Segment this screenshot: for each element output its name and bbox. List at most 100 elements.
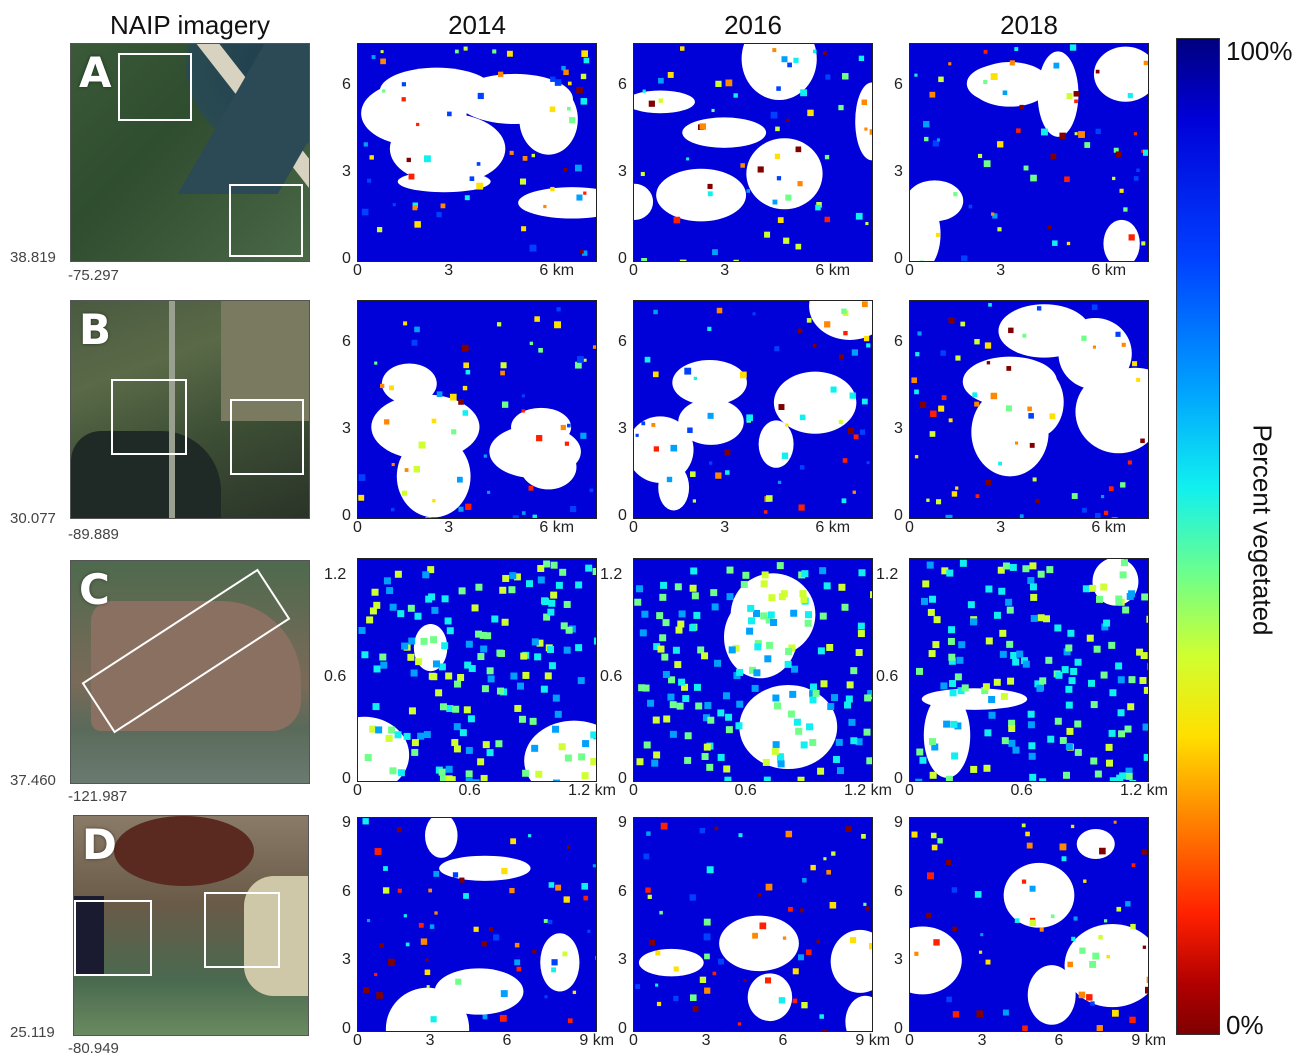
vegetation-pixel: [429, 924, 435, 929]
x-tick-label: 0: [629, 782, 638, 799]
vegetation-pixel: [663, 715, 671, 723]
vegetation-pixel: [1047, 225, 1052, 230]
vegetation-pixel: [1008, 327, 1014, 334]
vegetation-pixel: [793, 718, 801, 726]
vegetation-pixel: [486, 749, 494, 757]
vegetation-pixel: [1066, 241, 1071, 246]
vegetation-pixel: [1100, 583, 1108, 591]
vegetation-pixel: [464, 661, 472, 669]
vegetation-pixel: [785, 647, 793, 655]
vegetation-pixel: [985, 479, 991, 486]
vegetation-pixel: [634, 598, 642, 606]
vegetation-pixel: [567, 106, 571, 111]
vegetation-pixel: [825, 74, 831, 80]
vegetation-pixel: [1088, 679, 1096, 687]
vegetation-pixel: [928, 650, 936, 658]
vegetation-pixel: [938, 405, 945, 412]
vegetation-map-d-2016: [633, 817, 873, 1032]
vegetation-pixel: [1062, 771, 1070, 779]
vegetation-pixel: [1095, 128, 1101, 135]
vegetation-pixel: [556, 307, 561, 312]
vegetation-pixel: [859, 429, 866, 435]
vegetation-pixel: [764, 655, 772, 663]
vegetation-pixel: [521, 226, 527, 232]
vegetation-pixel: [458, 587, 466, 595]
vegetation-pixel: [1103, 619, 1111, 627]
vegetation-pixel: [589, 488, 594, 493]
vegetation-pixel: [866, 461, 870, 465]
vegetation-pixel: [1065, 742, 1073, 750]
vegetation-pixel: [560, 622, 568, 630]
vegetation-pixel: [403, 732, 411, 740]
vegetation-pixel: [552, 725, 560, 733]
vegetation-pixel: [417, 732, 425, 740]
vegetation-pixel: [725, 470, 730, 475]
vegetation-map-b-2016: [633, 300, 873, 519]
colorbar-min-label: 0%: [1226, 1010, 1264, 1040]
vegetation-pixel: [806, 723, 814, 731]
vegetation-pixel: [1143, 686, 1148, 694]
vegetation-pixel: [1045, 656, 1053, 664]
vegetation-pixel: [502, 574, 510, 582]
vegetation-pixel: [411, 339, 418, 346]
vegetation-pixel: [847, 428, 855, 435]
vegetation-pixel: [1071, 493, 1078, 499]
vegetation-pixel: [585, 564, 593, 572]
vegetation-pixel: [812, 49, 817, 54]
vegetation-pixel: [1005, 405, 1012, 412]
vegetation-pixel: [371, 588, 379, 596]
vegetation-pixel: [997, 227, 1002, 232]
vegetation-pixel: [363, 142, 368, 147]
vegetation-pixel: [497, 71, 504, 77]
vegetation-pixel: [407, 604, 415, 612]
vegetation-pixel: [659, 593, 667, 601]
no-data-region: [962, 356, 1058, 407]
vegetation-pixel: [776, 753, 784, 761]
vegetation-pixel: [852, 490, 856, 494]
vegetation-pixel: [1028, 413, 1034, 419]
vegetation-pixel: [1108, 486, 1114, 492]
vegetation-pixel: [383, 866, 388, 871]
vegetation-pixel: [777, 760, 785, 768]
vegetation-pixel: [1100, 671, 1108, 679]
vegetation-pixel: [451, 739, 459, 747]
x-tick-label: 0: [353, 1032, 362, 1049]
vegetation-pixel: [776, 562, 784, 570]
vegetation-pixel: [373, 665, 381, 673]
vegetation-pixel: [1021, 879, 1027, 884]
y-tick-label: 0: [894, 250, 903, 267]
vegetation-pixel: [927, 608, 935, 616]
vegetation-pixel: [532, 949, 537, 954]
vegetation-pixel: [776, 86, 781, 91]
vegetation-pixel: [655, 950, 661, 956]
vegetation-pixel: [561, 65, 566, 71]
no-data-region: [809, 301, 872, 340]
vegetation-pixel: [482, 741, 490, 749]
vegetation-pixel: [1086, 634, 1094, 642]
y-tick-label: 6: [342, 882, 351, 900]
vegetation-pixel: [536, 435, 543, 442]
vegetation-pixel: [776, 176, 782, 181]
vegetation-pixel: [416, 122, 420, 127]
vegetation-pixel: [659, 634, 667, 642]
vegetation-pixel: [988, 711, 996, 719]
vegetation-pixel: [1098, 935, 1103, 940]
vegetation-pixel: [1029, 562, 1037, 570]
panel-letter-c: C: [79, 565, 110, 614]
vegetation-pixel: [761, 571, 769, 579]
vegetation-pixel: [990, 392, 998, 400]
vegetation-pixel: [1140, 652, 1148, 660]
vegetation-pixel: [782, 936, 787, 940]
vegetation-pixel: [985, 585, 993, 593]
vegetation-pixel: [506, 50, 513, 57]
vegetation-pixel: [915, 352, 920, 357]
vegetation-pixel: [407, 653, 415, 661]
vegetation-pixel: [706, 866, 714, 874]
vegetation-pixel: [760, 580, 768, 588]
vegetation-pixel: [809, 696, 817, 704]
vegetation-pixel: [374, 361, 378, 365]
vegetation-pixel: [413, 466, 420, 473]
vegetation-pixel: [397, 888, 402, 893]
vegetation-pixel: [703, 743, 711, 751]
vegetation-pixel: [1007, 677, 1015, 685]
